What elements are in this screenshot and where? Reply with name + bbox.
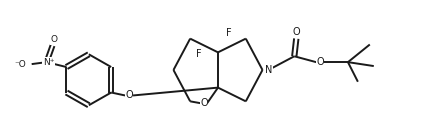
- Text: O: O: [292, 27, 300, 37]
- Text: N⁺: N⁺: [43, 58, 54, 67]
- Text: O: O: [50, 35, 57, 44]
- Text: N: N: [265, 65, 272, 75]
- Text: O: O: [200, 98, 208, 108]
- Text: O: O: [125, 90, 133, 100]
- Text: F: F: [226, 28, 232, 38]
- Text: O: O: [316, 57, 324, 67]
- Text: F: F: [196, 49, 202, 59]
- Text: ⁻O: ⁻O: [15, 60, 27, 69]
